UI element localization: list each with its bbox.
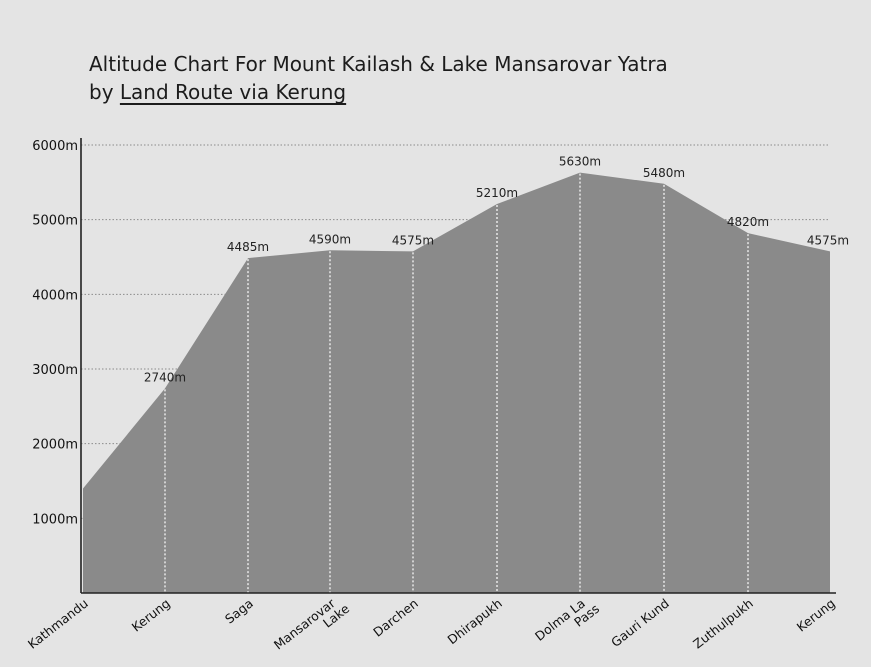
y-tick-label-2000: 2000m — [32, 438, 78, 453]
altitude-area — [83, 172, 830, 593]
category-label-1: Kerung — [129, 596, 173, 635]
y-tick-label-6000: 6000m — [32, 139, 78, 154]
value-label-9: 4575m — [807, 233, 849, 247]
category-label-6: Dolma LaPass — [532, 591, 602, 654]
chart-title-prefix: by — [89, 80, 120, 104]
value-label-8: 4820m — [727, 215, 769, 229]
category-label-0: Kathmandu — [25, 596, 91, 652]
value-label-2: 4485m — [227, 240, 269, 254]
y-tick-label-4000: 4000m — [32, 288, 78, 303]
y-tick-label-5000: 5000m — [32, 214, 78, 229]
value-label-5: 5210m — [476, 186, 518, 200]
value-label-7: 5480m — [643, 166, 685, 180]
chart-title-line-2: by Land Route via Kerung — [89, 80, 346, 104]
chart-title-line-1: Altitude Chart For Mount Kailash & Lake … — [89, 52, 668, 76]
chart-title-route: Land Route via Kerung — [119, 80, 347, 104]
y-tick-label-3000: 3000m — [32, 363, 78, 378]
category-label-2: Saga — [222, 596, 256, 627]
value-label-1: 2740m — [144, 370, 186, 384]
category-label-3: MansarovarLake — [271, 590, 353, 662]
category-label-7: Gauri Kund — [608, 596, 672, 650]
category-label-4: Darchen — [370, 596, 421, 640]
value-label-6: 5630m — [559, 155, 601, 169]
category-label-8: Zuthulpukh — [690, 596, 756, 652]
y-tick-label-1000: 1000m — [32, 512, 78, 527]
value-label-3: 4590m — [309, 232, 351, 246]
category-label-9: Kerung — [794, 596, 838, 635]
value-label-4: 4575m — [392, 233, 434, 247]
category-label-5: Dhirapukh — [445, 596, 505, 648]
